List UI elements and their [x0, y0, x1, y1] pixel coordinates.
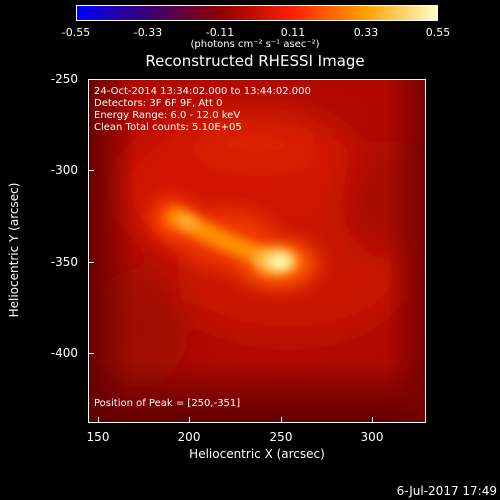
x-axis-label: Heliocentric X (arcsec)	[189, 447, 325, 461]
y-tick-mark	[88, 353, 94, 354]
peak-position: Position of Peak = [250,-351]	[94, 398, 241, 409]
colorbar-units: (photons cm⁻² s⁻¹ asec⁻²)	[190, 39, 320, 50]
image-title: Reconstructed RHESSI Image	[145, 52, 365, 70]
colorbar-tick: -0.11	[205, 26, 235, 39]
y-tick-mark	[88, 170, 94, 171]
x-tick-label: 150	[86, 430, 110, 444]
colorbar	[76, 5, 438, 21]
y-tick-label: -250	[50, 72, 78, 86]
y-tick-label: -350	[50, 255, 78, 269]
x-tick-mark	[189, 417, 190, 423]
x-tick-label: 200	[177, 430, 201, 444]
x-tick-label: 250	[269, 430, 293, 444]
y-axis-label: Heliocentric Y (arcsec)	[7, 182, 21, 318]
solar-image-panel: 24-Oct-2014 13:34:02.000 to 13:44:02.000…	[88, 79, 426, 423]
x-tick-label: 300	[360, 430, 384, 444]
colorbar-tick: -0.55	[61, 26, 91, 39]
y-tick-label: -300	[50, 163, 78, 177]
x-tick-mark	[281, 417, 282, 423]
y-tick-label: -400	[50, 346, 78, 360]
xray-intensity-map	[89, 80, 425, 422]
x-tick-mark	[98, 417, 99, 423]
generation-date: 6-Jul-2017 17:49	[396, 484, 497, 498]
detectors-info: Detectors: 3F 6F 9F, Att 0	[94, 98, 223, 109]
algorithm-counts: Clean Total counts: 5.10E+05	[94, 122, 242, 133]
observation-time: 24-Oct-2014 13:34:02.000 to 13:44:02.000	[94, 86, 311, 97]
y-tick-mark	[88, 262, 94, 263]
colorbar-tick: 0.33	[353, 26, 379, 39]
energy-range: Energy Range: 6.0 - 12.0 keV	[94, 110, 241, 121]
x-tick-mark	[372, 417, 373, 423]
colorbar-tick: -0.33	[133, 26, 163, 39]
y-tick-mark	[88, 79, 94, 80]
colorbar-tick: 0.11	[280, 26, 306, 39]
colorbar-tick: 0.55	[425, 26, 451, 39]
